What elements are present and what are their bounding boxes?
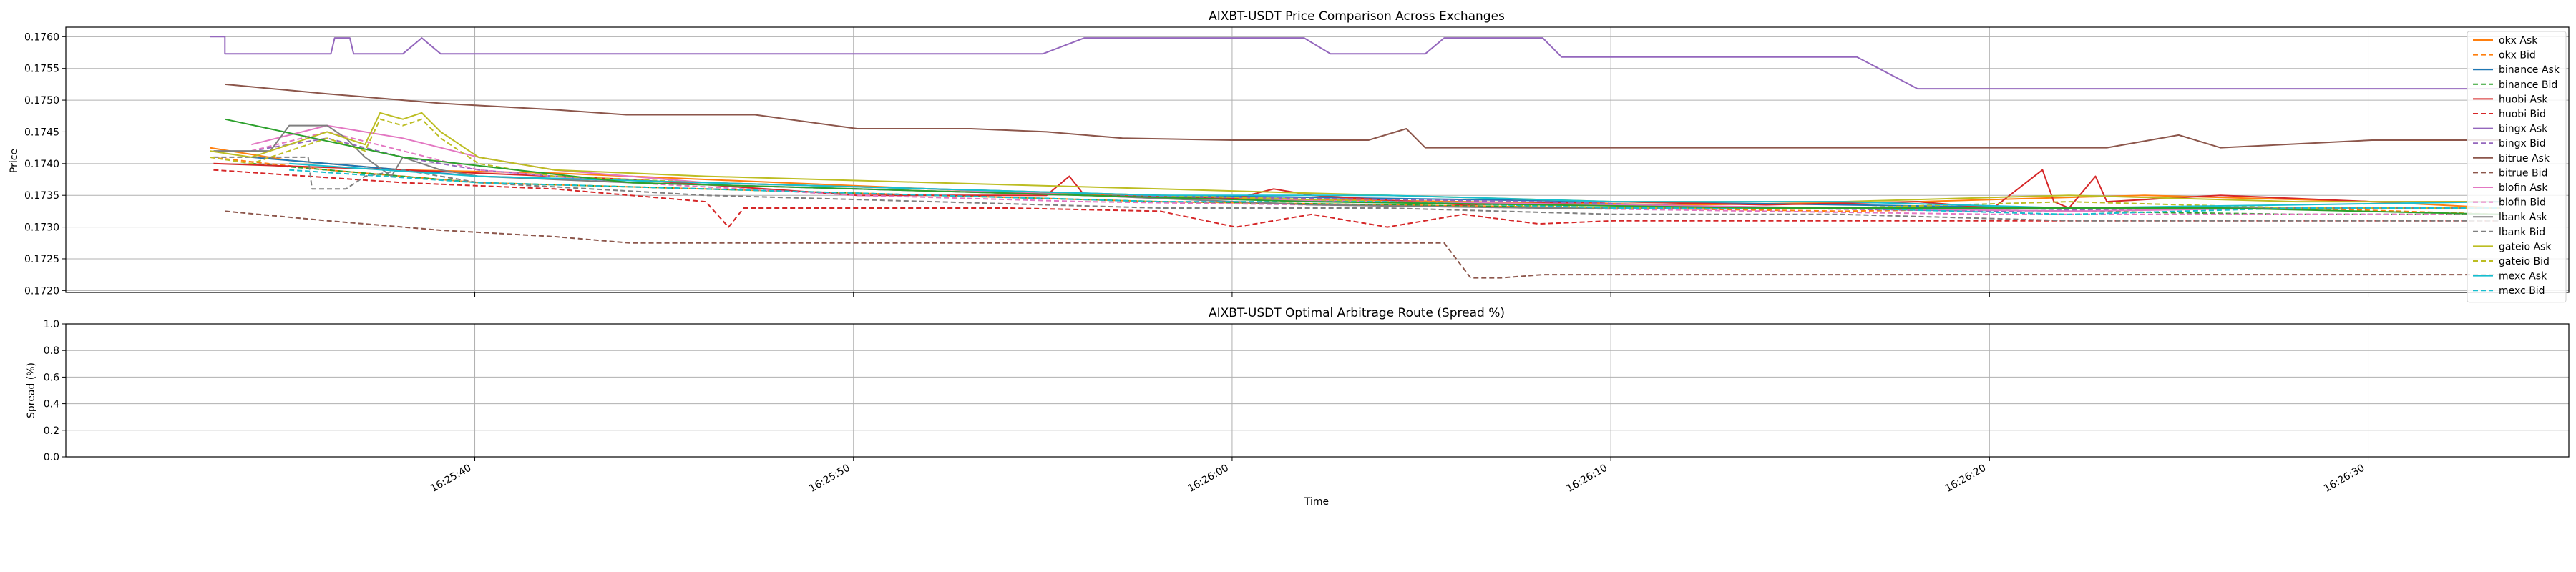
top-plot-frame: [65, 26, 2570, 293]
bottom-x-tick-label: 16:26:20: [1943, 463, 1988, 495]
spread-chart: AIXBT-USDT Optimal Arbitrage Route (Spre…: [26, 306, 2570, 508]
series-line-mexc-ask: [289, 162, 2501, 209]
top-y-tick-label: 0.1735: [24, 190, 59, 202]
legend-entry: binance Ask: [2499, 64, 2560, 76]
legend-entry: mexc Ask: [2499, 271, 2547, 282]
top-y-tick-label: 0.1725: [24, 254, 59, 265]
legend-entry: binance Bid: [2499, 79, 2557, 91]
legend-entry: blofin Bid: [2499, 197, 2546, 209]
top-series-group: [209, 36, 2501, 279]
top-x-ticks: [474, 292, 2369, 297]
legend: okx Ask okx Bid binance Ask binance Bid huob…: [2467, 31, 2567, 303]
top-y-tick-label: 0.1740: [24, 159, 59, 170]
top-y-tick-label: 0.1755: [24, 64, 59, 75]
bottom-chart-title: AIXBT-USDT Optimal Arbitrage Route (Spre…: [1209, 306, 1505, 320]
top-y-tick-label: 0.1745: [24, 127, 59, 138]
legend-entry: bitrue Ask: [2499, 153, 2550, 164]
series-line-mexc-bid: [289, 169, 2501, 215]
legend-entry: okx Bid: [2499, 50, 2536, 61]
legend-entry: okx Ask: [2499, 35, 2538, 46]
bottom-x-tick-label: 16:25:40: [429, 463, 473, 495]
top-y-tick-label: 0.1760: [24, 31, 59, 43]
legend-entry: lbank Ask: [2499, 212, 2548, 223]
top-y-ticks: 0.1720 0.1725 0.1730 0.1735 0.1740 0.1745 0.17…: [24, 31, 66, 297]
legend-entry: lbank Bid: [2499, 227, 2545, 238]
bottom-grid: [66, 323, 2569, 458]
top-y-axis-label: Price: [9, 149, 20, 173]
top-y-tick-label: 0.1750: [24, 95, 59, 107]
top-chart-title: AIXBT-USDT Price Comparison Across Excha…: [1209, 9, 1505, 24]
legend-entry: bitrue Bid: [2499, 167, 2547, 179]
bottom-x-ticks: 16:25:40 16:25:50 16:26:00 16:26:10 16:26:20…: [429, 457, 2369, 495]
legend-entry: mexc Bid: [2499, 285, 2545, 297]
price-comparison-chart: AIXBT-USDT Price Comparison Across Excha…: [9, 9, 2570, 303]
bottom-y-ticks: 0.0 0.2 0.4 0.6 0.8 1.0: [44, 319, 66, 463]
series-line-unlabeled-18: [225, 118, 2501, 215]
bottom-y-tick-label: 0.6: [44, 372, 59, 383]
legend-entry: bingx Ask: [2499, 124, 2548, 135]
legend-entry: bingx Bid: [2499, 138, 2546, 149]
bottom-y-tick-label: 0.4: [44, 399, 59, 410]
bottom-y-tick-label: 0.0: [44, 452, 59, 463]
bottom-y-axis-label: Spread (%): [26, 363, 37, 418]
bottom-y-tick-label: 1.0: [44, 319, 59, 330]
legend-entry: huobi Bid: [2499, 109, 2546, 120]
top-grid: [66, 27, 2569, 292]
top-y-tick-label: 0.1730: [24, 222, 59, 234]
series-line-bitrue-ask: [225, 83, 2501, 149]
bottom-x-axis-label: Time: [1304, 496, 1329, 508]
bottom-y-tick-label: 0.8: [44, 345, 59, 357]
series-line-bingx-ask: [210, 36, 2501, 90]
series-line-lbank-bid: [213, 156, 2501, 222]
bottom-plot-frame: [65, 323, 2570, 458]
series-line-huobi-bid: [213, 169, 2501, 228]
bottom-x-tick-label: 16:25:50: [807, 463, 852, 495]
legend-entry: gateio Bid: [2499, 256, 2550, 267]
legend-entry: blofin Ask: [2499, 182, 2548, 194]
legend-entry: huobi Ask: [2499, 94, 2548, 105]
legend-entry: gateio Ask: [2499, 241, 2552, 252]
bottom-x-tick-label: 16:26:10: [1565, 463, 1609, 495]
bottom-x-tick-label: 16:26:30: [2322, 463, 2366, 495]
bottom-y-tick-label: 0.2: [44, 425, 59, 437]
series-line-blofin-bid: [251, 131, 2501, 215]
series-line-bitrue-bid: [225, 210, 2501, 279]
top-y-tick-label: 0.1720: [24, 285, 59, 297]
bottom-x-tick-label: 16:26:00: [1186, 463, 1230, 495]
